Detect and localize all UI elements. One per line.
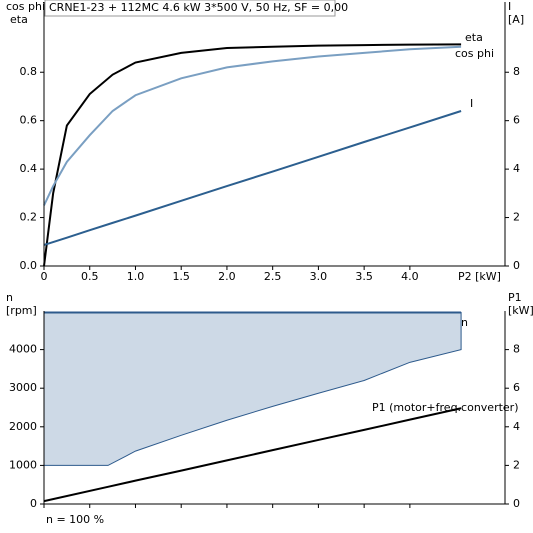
y2-tick-label: 8: [513, 65, 520, 78]
y-tick-label: 0.4: [20, 162, 38, 175]
title-box: [44, 0, 336, 17]
x-tick-label: 3.0: [310, 270, 328, 283]
y2-tick-label: 0: [513, 497, 520, 510]
x-tick-label: 2.5: [264, 270, 282, 283]
y-tick-label: 4000: [9, 343, 37, 356]
y-tick-label: 3000: [9, 381, 37, 394]
y-tick-label: 0.8: [20, 65, 38, 78]
series-line: [43, 110, 462, 246]
y-tick-label: 0.0: [20, 259, 38, 272]
series-label: n: [461, 316, 468, 329]
y2-tick-label: 6: [513, 381, 520, 394]
y-axis-label: n: [6, 291, 13, 304]
y2-tick-label: 4: [513, 162, 520, 175]
y2-tick-label: 8: [513, 343, 520, 356]
y2-tick-label: 6: [513, 114, 520, 127]
y2-axis-label: P1: [508, 291, 522, 304]
y2-axis-label: [A]: [508, 13, 524, 26]
x-tick-label: 3.5: [355, 270, 373, 283]
y2-axis-label: I: [508, 0, 511, 13]
x-tick-label: 2.0: [218, 270, 236, 283]
y2-axis-label: [kW]: [508, 304, 533, 317]
series-line: [43, 407, 462, 503]
x-tick-label: 0.5: [81, 270, 99, 283]
chart-title: CRNE1-23 + 112MC 4.6 kW 3*500 V, 50 Hz, …: [49, 1, 348, 14]
x-tick-label: 0: [41, 270, 48, 283]
x-axis-label: P2 [kW]: [458, 270, 501, 283]
series-label: I: [470, 97, 473, 110]
series-line: [43, 43, 462, 267]
x-tick-label: 4.0: [401, 270, 419, 283]
y-axis-label: eta: [10, 13, 28, 26]
y-tick-label: 0: [30, 497, 37, 510]
x-tick-label: 1.0: [127, 270, 145, 283]
y-tick-label: 0.6: [20, 114, 38, 127]
series-label: P1 (motor+freq.converter): [372, 401, 519, 414]
note: n = 100 %: [46, 513, 104, 526]
y-axis-label: cos phi: [6, 0, 45, 13]
y-tick-label: 2000: [9, 420, 37, 433]
y-tick-label: 1000: [9, 458, 37, 471]
series-line: [43, 45, 462, 206]
series-label: cos phi: [455, 47, 494, 60]
y2-tick-label: 0: [513, 259, 520, 272]
series-label: eta: [465, 31, 483, 44]
y-tick-label: 0.2: [20, 211, 38, 224]
range-area: [43, 312, 462, 466]
y-axis-label: [rpm]: [6, 304, 37, 317]
y2-tick-label: 2: [513, 458, 520, 471]
y2-tick-label: 4: [513, 420, 520, 433]
x-tick-label: 1.5: [172, 270, 190, 283]
y2-tick-label: 2: [513, 211, 520, 224]
